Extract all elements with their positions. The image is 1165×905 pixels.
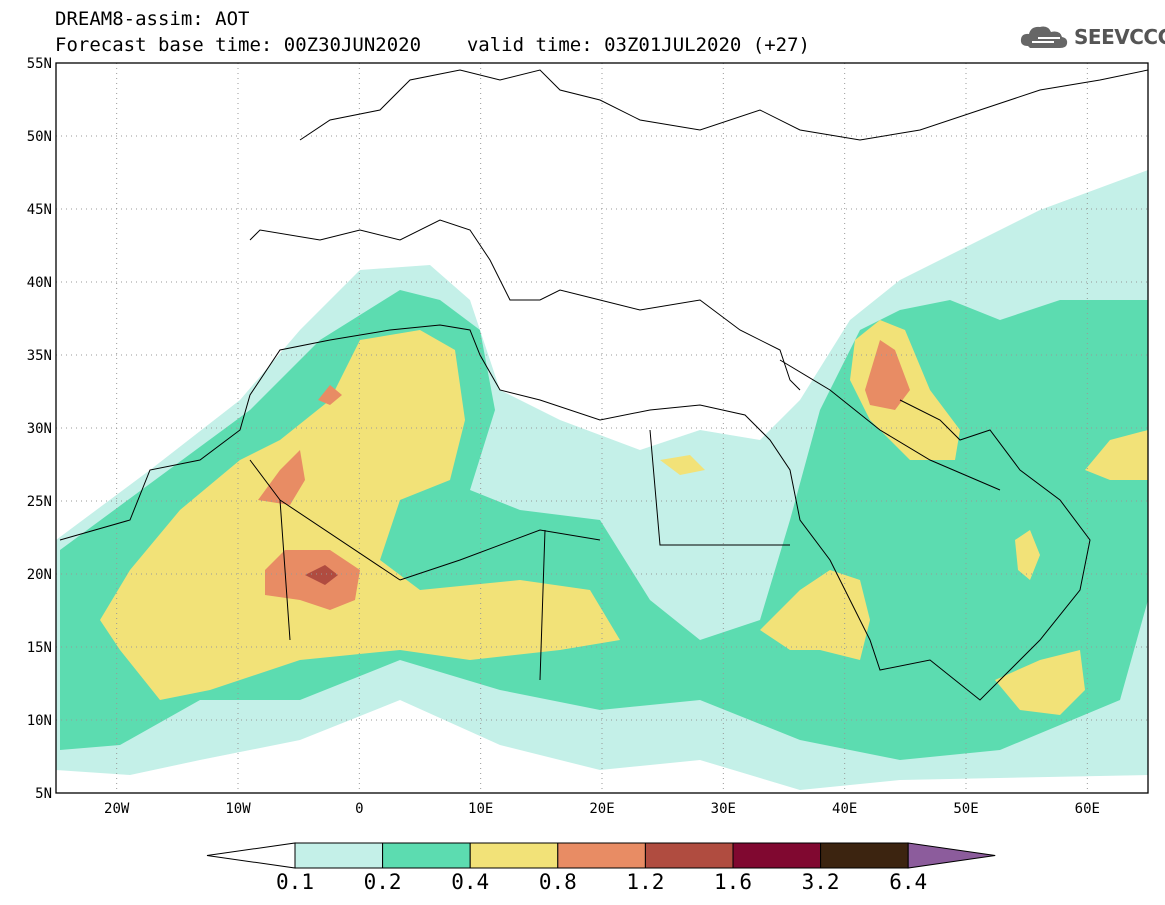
colorbar-swatch <box>820 842 909 869</box>
lat-tick-label: 10N <box>27 713 52 729</box>
colorbar-arrow-low <box>206 842 296 869</box>
coastline <box>299 69 1149 141</box>
seevccc-logo: SEEVCCC <box>1018 22 1165 52</box>
forecast-times: Forecast base time: 00Z30JUN2020 valid t… <box>55 34 810 56</box>
lon-tick-label: 0 <box>355 801 363 817</box>
colorbar-swatch <box>732 842 822 869</box>
aot-contour-high <box>660 455 705 475</box>
map-frame <box>55 62 1149 794</box>
map-title: DREAM8-assim: AOT <box>55 8 250 30</box>
country-border <box>249 359 1001 681</box>
aot-contour-high <box>1015 530 1040 580</box>
lon-tick-label: 10W <box>225 801 251 817</box>
grid-layer <box>56 63 1148 793</box>
colorbar-swatch <box>644 842 734 869</box>
aot-contour-high <box>760 570 870 660</box>
lon-tick-label: 20E <box>589 801 614 817</box>
cloud-icon <box>1020 26 1068 48</box>
logo-text: SEEVCCC <box>1074 25 1165 49</box>
colorbar-label: 0.1 <box>276 870 314 894</box>
aot-contour-high <box>995 650 1085 715</box>
colorbar-swatch <box>294 842 384 869</box>
colorbar-swatch <box>469 842 559 869</box>
lat-tick-label: 30N <box>27 421 52 437</box>
lat-tick-label: 35N <box>27 348 52 364</box>
lat-tick-label: 5N <box>35 786 52 802</box>
lon-tick-label: 20W <box>104 801 130 817</box>
colorbar <box>206 842 996 869</box>
lat-tick-label: 45N <box>27 202 52 218</box>
lon-tick-label: 40E <box>832 801 857 817</box>
aot-field-layer <box>56 170 1148 790</box>
colorbar-arrow-high <box>907 842 996 869</box>
colorbar-label: 0.8 <box>538 870 577 894</box>
lat-tick-label: 20N <box>27 567 52 583</box>
colorbar-label: 1.2 <box>626 870 665 894</box>
aot-contour-max <box>318 385 342 405</box>
aot-contour-max <box>258 450 305 505</box>
lon-tick-label: 60E <box>1075 801 1100 817</box>
aot-contour-high <box>1085 430 1148 480</box>
lon-tick-label: 50E <box>953 801 978 817</box>
colorbar-label: 1.6 <box>714 870 752 894</box>
lon-tick-label: 30E <box>711 801 736 817</box>
colorbar-label: 3.2 <box>801 870 840 894</box>
base-time: Forecast base time: 00Z30JUN2020 <box>55 34 422 56</box>
longitude-labels: 20W 10W 0 10E 20E 30E 40E 50E 60E <box>104 801 1100 817</box>
colorbar-label: 0.4 <box>451 870 490 894</box>
lat-tick-label: 25N <box>27 494 52 510</box>
lon-tick-label: 10E <box>468 801 493 817</box>
lat-tick-label: 50N <box>27 129 52 145</box>
aot-contour-max <box>865 340 910 410</box>
lat-tick-label: 40N <box>27 275 52 291</box>
aot-contour-max <box>265 550 360 610</box>
aot-contour-high <box>100 330 620 700</box>
coastline-layer <box>59 69 1149 701</box>
colorbar-swatch <box>557 842 646 869</box>
colorbar-label: 6.4 <box>889 870 928 894</box>
lat-tick-label: 55N <box>27 56 52 72</box>
coastline <box>59 324 1091 701</box>
latitude-labels: 5N 10N 15N 20N 25N 30N 35N 40N 45N 50N 55N <box>27 56 52 802</box>
lat-tick-label: 15N <box>27 640 52 656</box>
valid-time: valid time: 03Z01JUL2020 (+27) <box>466 34 810 56</box>
colorbar-swatch <box>382 842 471 869</box>
aot-contour-peak <box>305 565 338 585</box>
coastline <box>249 219 801 391</box>
colorbar-label: 0.2 <box>363 870 402 894</box>
